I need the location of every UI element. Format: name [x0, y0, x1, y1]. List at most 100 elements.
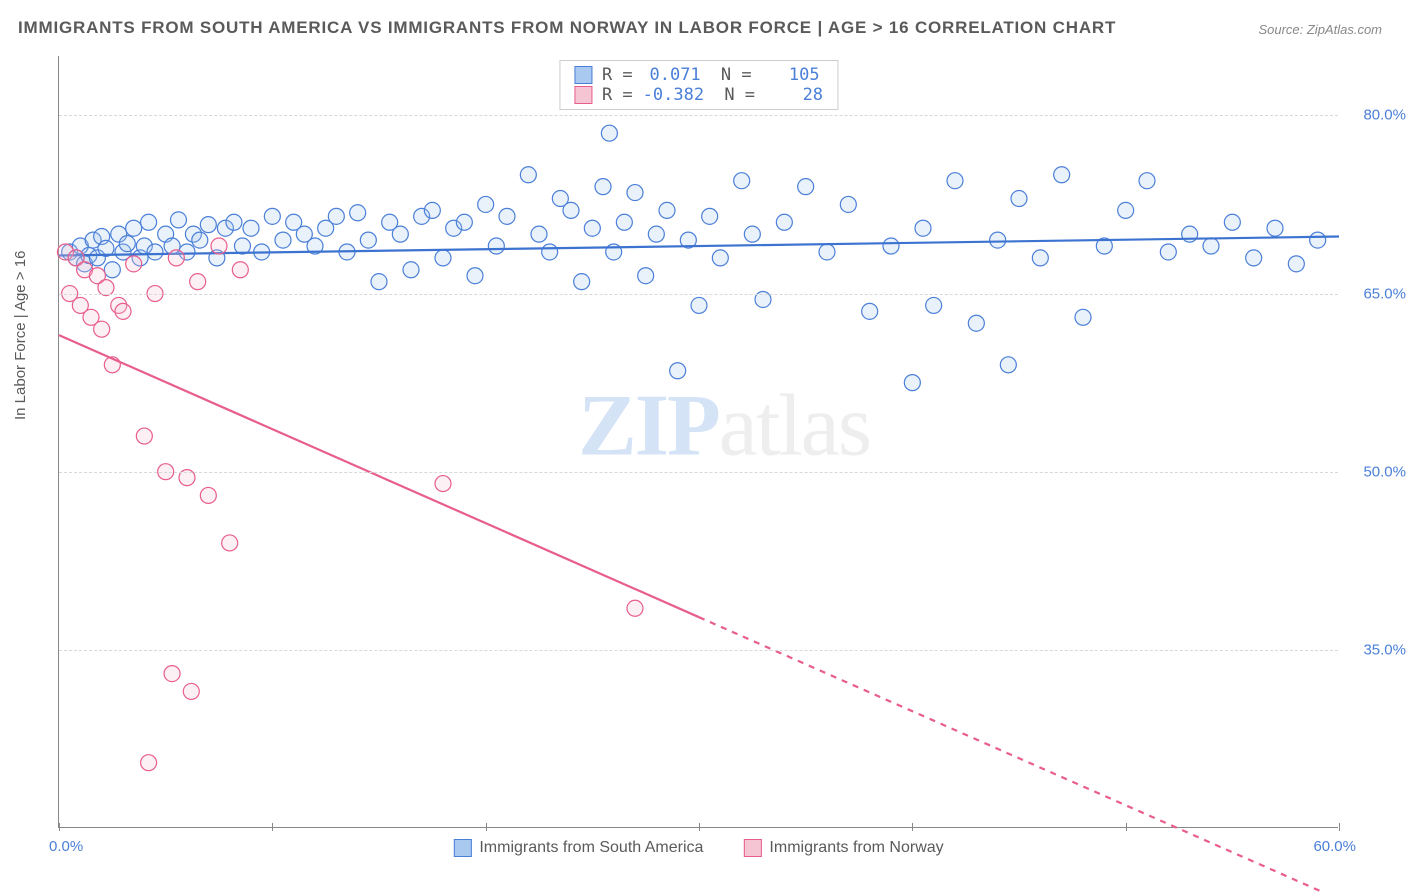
- scatter-point: [638, 268, 654, 284]
- scatter-point: [531, 226, 547, 242]
- source-label: Source: ZipAtlas.com: [1258, 22, 1382, 37]
- scatter-point: [226, 214, 242, 230]
- scatter-point: [104, 262, 120, 278]
- legend-bottom-item-0: Immigrants from South America: [453, 839, 703, 857]
- scatter-point: [574, 274, 590, 290]
- scatter-point: [883, 238, 899, 254]
- scatter-point: [456, 214, 472, 230]
- scatter-point: [601, 125, 617, 141]
- scatter-point: [499, 208, 515, 224]
- scatter-point: [1267, 220, 1283, 236]
- scatter-point: [392, 226, 408, 242]
- scatter-point: [136, 428, 152, 444]
- scatter-point: [164, 666, 180, 682]
- scatter-point: [478, 196, 494, 212]
- scatter-point: [126, 220, 142, 236]
- scatter-point: [200, 217, 216, 233]
- legend-correlation-box: R = 0.071 N = 105 R = -0.382 N = 28: [559, 60, 838, 110]
- scatter-point: [328, 208, 344, 224]
- scatter-point: [211, 238, 227, 254]
- scatter-point: [222, 535, 238, 551]
- scatter-point: [115, 303, 131, 319]
- legend-n-label-0: N =: [711, 65, 752, 85]
- scatter-point: [1139, 173, 1155, 189]
- scatter-point: [1032, 250, 1048, 266]
- legend-bottom-label-1: Immigrants from Norway: [769, 839, 943, 857]
- legend-bottom-item-1: Immigrants from Norway: [743, 839, 943, 857]
- scatter-point: [776, 214, 792, 230]
- scatter-point: [243, 220, 259, 236]
- scatter-point: [350, 205, 366, 221]
- scatter-point: [584, 220, 600, 236]
- scatter-point: [702, 208, 718, 224]
- x-axis-max-label: 60.0%: [1313, 838, 1356, 855]
- scatter-point: [264, 208, 280, 224]
- scatter-point: [183, 683, 199, 699]
- scatter-point: [926, 297, 942, 313]
- scatter-point: [141, 755, 157, 771]
- scatter-point: [904, 375, 920, 391]
- scatter-point: [627, 600, 643, 616]
- chart-plot-area: ZIPatlas R = 0.071 N = 105 R = -0.382 N …: [58, 56, 1338, 828]
- scatter-point: [915, 220, 931, 236]
- scatter-point: [1000, 357, 1016, 373]
- legend-row-0: R = 0.071 N = 105: [574, 65, 823, 85]
- scatter-point: [232, 262, 248, 278]
- scatter-point: [712, 250, 728, 266]
- scatter-point: [1203, 238, 1219, 254]
- scatter-point: [595, 179, 611, 195]
- legend-swatch-0: [574, 66, 592, 84]
- scatter-point: [488, 238, 504, 254]
- x-tick: [912, 823, 913, 831]
- scatter-point: [1011, 191, 1027, 207]
- scatter-point: [1075, 309, 1091, 325]
- scatter-point: [94, 321, 110, 337]
- gridline-h: [59, 472, 1338, 473]
- scatter-point: [200, 487, 216, 503]
- scatter-point: [1160, 244, 1176, 260]
- scatter-point: [435, 476, 451, 492]
- scatter-point: [119, 236, 135, 252]
- scatter-point: [648, 226, 664, 242]
- scatter-point: [126, 256, 142, 272]
- y-tick-label: 65.0%: [1363, 285, 1406, 302]
- scatter-point: [744, 226, 760, 242]
- y-tick-label: 50.0%: [1363, 463, 1406, 480]
- scatter-point: [147, 244, 163, 260]
- scatter-point: [691, 297, 707, 313]
- legend-swatch-1: [574, 86, 592, 104]
- scatter-point: [435, 250, 451, 266]
- legend-r-label-0: R =: [602, 65, 633, 85]
- scatter-point: [627, 185, 643, 201]
- legend-r-value-0: 0.071: [643, 65, 701, 85]
- x-tick: [1126, 823, 1127, 831]
- scatter-point: [990, 232, 1006, 248]
- scatter-point: [862, 303, 878, 319]
- scatter-point: [1246, 250, 1262, 266]
- legend-r-value-1: -0.382: [643, 85, 704, 105]
- gridline-h: [59, 294, 1338, 295]
- scatter-point: [819, 244, 835, 260]
- y-tick-label: 80.0%: [1363, 107, 1406, 124]
- scatter-point: [192, 232, 208, 248]
- legend-bottom-swatch-0: [453, 839, 471, 857]
- gridline-h: [59, 650, 1338, 651]
- gridline-h: [59, 115, 1338, 116]
- legend-bottom-label-0: Immigrants from South America: [479, 839, 703, 857]
- legend-row-1: R = -0.382 N = 28: [574, 85, 823, 105]
- legend-bottom: Immigrants from South America Immigrants…: [453, 839, 943, 857]
- scatter-point: [1118, 202, 1134, 218]
- scatter-point: [616, 214, 632, 230]
- scatter-point: [424, 202, 440, 218]
- scatter-point: [168, 250, 184, 266]
- scatter-point: [798, 179, 814, 195]
- legend-bottom-swatch-1: [743, 839, 761, 857]
- trend-line: [59, 335, 699, 617]
- scatter-point: [670, 363, 686, 379]
- scatter-point: [659, 202, 675, 218]
- scatter-point: [1224, 214, 1240, 230]
- x-tick: [59, 823, 60, 831]
- legend-n-label-1: N =: [714, 85, 755, 105]
- chart-title: IMMIGRANTS FROM SOUTH AMERICA VS IMMIGRA…: [18, 18, 1116, 38]
- scatter-point: [1288, 256, 1304, 272]
